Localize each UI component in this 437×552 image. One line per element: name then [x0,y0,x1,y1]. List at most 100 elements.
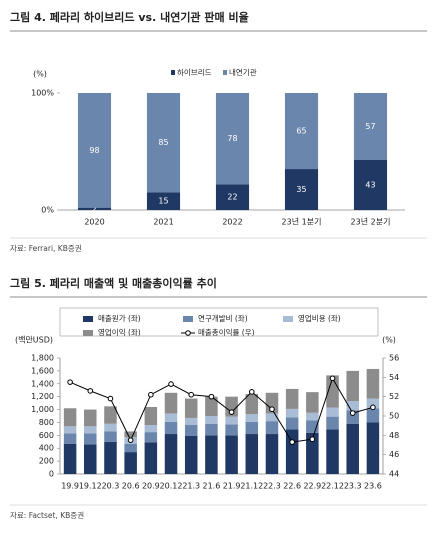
bar-segment [164,392,178,414]
bar-segment [346,410,359,424]
y-tick-label: 0 [49,470,54,479]
marker [349,410,356,416]
bar-segment [77,207,112,210]
bar-segment [144,442,158,474]
y2-tick-label: 50 [389,412,399,421]
bar-segment [63,433,77,444]
y-tick-label: 100% [31,89,54,98]
bar-segment [326,416,339,430]
x-tick-label: 2021 [153,218,173,227]
y-tick-label: 200 [39,457,54,466]
y2-tick-label: 46 [389,450,399,459]
x-tick-label: 2020 [84,218,104,227]
bar-segment [205,435,218,474]
bar-segment [184,435,198,474]
bar-segment [104,441,117,474]
data-label: 65 [296,127,306,136]
bar-segment [215,184,250,210]
x-tick-label: 22.6 [283,482,301,491]
bar-segment [84,444,97,474]
bar-segment [184,417,198,426]
bar-segment [164,413,178,422]
bar-segment [225,416,238,425]
marker [67,379,73,385]
bar-segment [63,443,77,474]
bar-segment [84,433,97,445]
x-tick-label: 22.9 [303,482,321,491]
bar-segment [285,429,299,474]
bar-segment [285,408,299,418]
legend-label: 하이브리드 [177,67,212,77]
bar-segment [104,406,117,424]
legend-swatch [83,316,93,322]
marker [107,395,114,402]
legend-label: 매출총이익률 (우) [198,327,255,337]
y-axis-label: (%) [33,70,47,79]
legend-box [59,307,379,337]
marker [370,404,376,411]
data-label: 35 [296,185,306,194]
bar-segment [84,409,97,427]
y-tick-label: 800 [39,418,54,427]
source: 자료: Ferrari, KB증권 [10,244,82,253]
marker [168,381,174,387]
bar-segment [366,398,380,409]
marker [289,439,295,445]
bar-segment [306,412,319,421]
bar-segment [284,93,319,170]
marker [309,436,316,443]
marker [269,406,275,413]
y2-axis-label: (%) [382,336,396,345]
y-tick-label: 1,600 [31,366,54,375]
y-axis-label: (백만USD) [15,335,53,345]
bar-segment [164,434,178,474]
line [69,377,374,443]
bar-segment [144,432,158,443]
x-tick-label: 21.12 [240,482,263,491]
data-label: 57 [365,122,375,131]
bar-segment [306,392,319,413]
data-label: 43 [365,180,375,189]
y-tick-label: 0% [41,206,54,215]
y2-tick-label: 54 [389,373,399,382]
bar-segment [104,431,117,442]
y-tick-label: 1,000 [31,405,54,414]
x-tick-label: 20.6 [122,482,140,491]
data-label: 22 [227,193,237,202]
bar-segment [164,421,178,435]
legend-label: 연구개발비 (좌) [198,313,248,323]
bar-segment [326,429,339,474]
x-tick-label: 23.3 [344,482,362,491]
y-tick-label: 1,400 [31,379,54,388]
data-label: 15 [158,197,168,206]
bar-segment [225,396,238,417]
x-tick-label: 19.12 [79,482,102,491]
bar-segment [225,435,238,474]
bar-segment [346,423,359,474]
y-tick-label: 1,800 [31,354,54,363]
bar-segment [366,422,380,474]
legend-swatch [171,70,175,75]
y2-tick-label: 48 [389,431,399,440]
marker [228,409,235,415]
marker [329,375,336,382]
bar-segment [265,421,279,435]
bar-segment [144,425,158,433]
bar-segment [265,392,279,414]
bar-segment [284,169,319,210]
x-tick-label: 23.6 [364,482,382,491]
legend-swatch [283,316,293,322]
legend-swatch [83,330,93,336]
marker [87,388,94,394]
y2-tick-label: 56 [389,354,399,363]
legend-swatch [223,70,227,75]
x-tick-label: 21.9 [223,482,241,491]
x-tick-label: 20.9 [142,482,160,491]
data-label: 98 [89,146,99,155]
bar-segment [184,425,198,436]
bar-segment [326,407,339,417]
marker [188,391,195,398]
x-tick-label: 2022 [222,218,242,227]
bar-segment [146,192,181,210]
y-tick-label: 400 [39,444,54,453]
